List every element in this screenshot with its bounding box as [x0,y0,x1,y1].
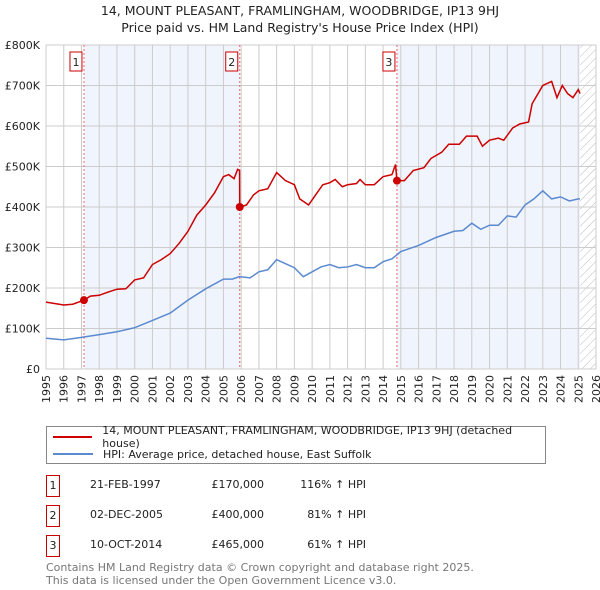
x-tick-label: 2024 [555,375,568,403]
legend-swatch-blue [53,453,93,455]
sale-marker-badge: 3 [46,535,60,557]
sale-date: 10-OCT-2014 [90,538,163,551]
y-tick-label: £200K [5,282,41,295]
x-tick-label: 2002 [164,375,177,403]
y-tick-label: £300K [5,242,41,255]
sale-marker-label: 2 [228,56,235,69]
x-tick-label: 2001 [146,375,159,403]
property-price-line [45,80,581,306]
x-tick-label: 2010 [306,375,319,403]
legend-label: 14, MOUNT PLEASANT, FRAMLINGHAM, WOODBRI… [102,424,513,450]
x-tick-label: 2015 [395,375,408,403]
sale-price: £400,000 [211,508,265,521]
sale-price: £465,000 [211,538,265,551]
sale-hpi-diff: 61% ↑ HPI [307,538,366,551]
x-tick-label: 2013 [359,375,372,403]
x-tick-label: 1997 [75,375,88,403]
y-tick-label: £700K [5,80,41,93]
x-tick-label: 2006 [235,375,248,403]
sale-marker-label: 3 [385,56,392,69]
sale-hpi-diff: 116% ↑ HPI [300,478,366,491]
x-tick-label: 2003 [182,375,195,403]
sale-price: £170,000 [211,478,265,491]
y-tick-label: £600K [5,120,41,133]
y-tick-label: £500K [5,161,41,174]
legend-item-property: 14, MOUNT PLEASANT, FRAMLINGHAM, WOODBRI… [53,424,545,450]
x-tick-label: 2016 [413,375,426,403]
sale-point [392,176,401,185]
x-tick-label: 1996 [58,375,71,403]
x-tick-label: 1995 [40,375,53,403]
hpi-line [45,189,581,341]
y-tick-label: £400K [5,201,41,214]
chart-subtitle: Price paid vs. HM Land Registry's House … [121,20,479,35]
sale-date: 02-DEC-2005 [90,508,164,521]
sale-marker-box [69,51,83,72]
x-tick-label: 2019 [466,375,479,403]
plot-border [45,44,597,370]
sale-point [235,203,244,211]
y-tick-label: £0 [26,363,40,376]
sale-marker-badge: 1 [46,475,60,497]
x-tick-label: 2020 [484,375,497,403]
sale-marker-label: 1 [72,56,79,69]
legend-item-hpi: HPI: Average price, detached house, East… [53,446,372,462]
legend: 14, MOUNT PLEASANT, FRAMLINGHAM, WOODBRI… [46,424,546,464]
x-tick-label: 2007 [253,375,266,403]
x-tick-label: 2014 [377,375,390,403]
x-tick-label: 2008 [271,375,284,403]
footer-line: Contains HM Land Registry data © Crown c… [46,561,474,574]
sale-point [79,296,88,305]
sale-marker-box [382,51,396,72]
x-tick-label: 2025 [572,375,585,403]
x-tick-label: 2005 [217,375,230,403]
x-tick-label: 1999 [111,375,124,403]
x-tick-label: 2021 [501,375,514,403]
sale-marker-badge: 2 [46,505,60,527]
footer-line: This data is licensed under the Open Gov… [46,574,397,587]
x-tick-label: 2004 [200,375,213,403]
footer: Contains HM Land Registry data © Crown c… [46,561,474,587]
x-tick-label: 2023 [537,375,550,403]
chart-title: 14, MOUNT PLEASANT, FRAMLINGHAM, WOODBRI… [100,3,500,18]
sale-date: 21-FEB-1997 [90,478,161,491]
x-tick-label: 2022 [519,375,532,403]
legend-label: HPI: Average price, detached house, East… [103,447,372,461]
plot-area: 1995 1996 1997 1998 1999 2000 2001 2002 2003 2004… [5,39,600,403]
sale-marker-box [225,51,239,72]
legend-swatch-red [53,436,93,438]
x-tick-label: 1998 [93,375,106,403]
x-tick-label: 2011 [324,375,337,403]
x-tick-label: 2012 [342,375,355,403]
x-tick-label: 2017 [430,375,443,403]
x-tick-label: 2000 [129,375,142,403]
y-tick-label: £800K [5,39,41,52]
sale-hpi-diff: 81% ↑ HPI [307,508,366,521]
x-tick-label: 2026 [590,375,600,403]
x-tick-label: 2009 [288,375,301,403]
y-tick-label: £100K [5,323,41,336]
x-tick-label: 2018 [448,375,461,403]
